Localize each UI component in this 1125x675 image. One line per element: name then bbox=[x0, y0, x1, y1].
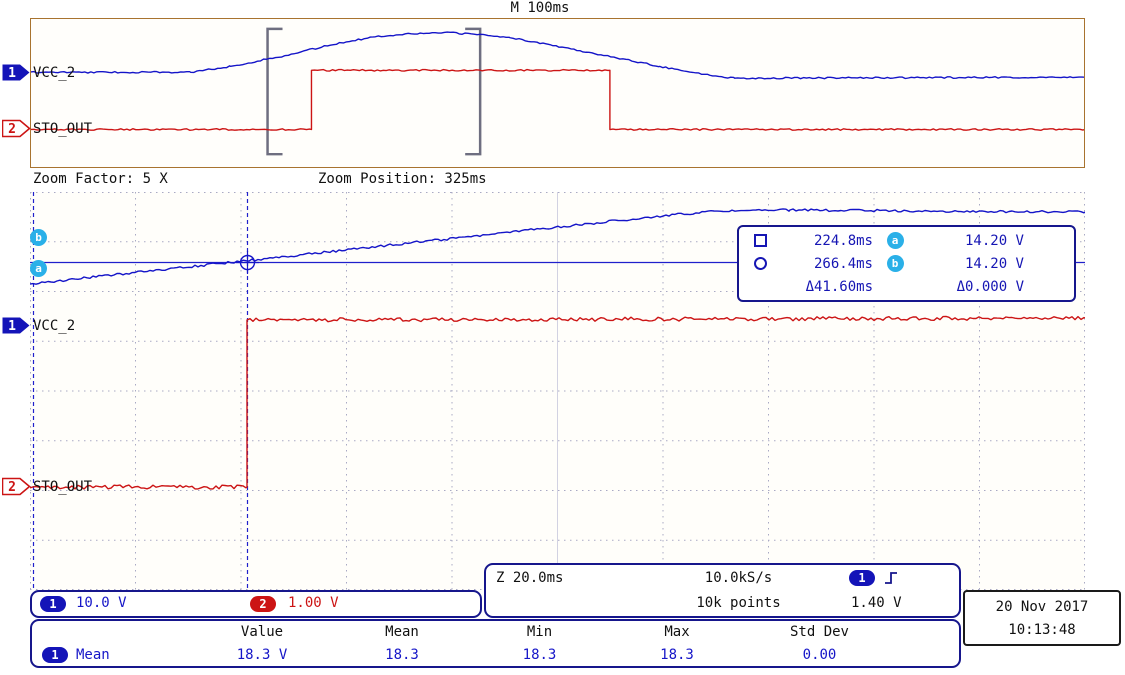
datetime-box: 20 Nov 2017 10:13:48 bbox=[963, 590, 1121, 646]
ch1-badge[interactable]: 1 bbox=[40, 596, 66, 612]
zoom-ch2-badge: 2 bbox=[2, 477, 31, 496]
measurement-row: 1 Mean 18.3 V 18.3 18.3 18.3 0.00 bbox=[32, 644, 959, 667]
zoom-factor-label: Zoom Factor: 5 X bbox=[33, 171, 168, 187]
zoom-ch1-label: VCC_2 bbox=[33, 318, 76, 334]
zoom-position-label: Zoom Position: 325ms bbox=[318, 171, 487, 187]
zoom-timebase: Z 20.0ms bbox=[496, 569, 564, 586]
overview-ch2-label: STO_OUT bbox=[33, 121, 93, 137]
time-label: 10:13:48 bbox=[1008, 622, 1076, 638]
acquisition-box: Z 20.0ms 10.0kS/s 1 10k points 1.40 V bbox=[484, 563, 961, 618]
channel-scale-bar: 1 10.0 V 2 1.00 V bbox=[30, 590, 482, 618]
ch1-scale: 10.0 V bbox=[76, 595, 127, 611]
overview-ch1-label: VCC_2 bbox=[33, 65, 76, 81]
cursor-circle-icon bbox=[753, 257, 767, 270]
cursor-readout-box: 224.8ms a 14.20 V 266.4ms b 14.20 V Δ41.… bbox=[737, 225, 1076, 302]
record-length: 10k points bbox=[696, 595, 781, 612]
ch2-badge[interactable]: 2 bbox=[250, 596, 276, 612]
overview-ch1-badge: 1 bbox=[2, 64, 30, 81]
trigger-slope-icon bbox=[885, 571, 897, 584]
zoom-bracket-right bbox=[465, 27, 482, 156]
measurement-stddev: 0.00 bbox=[802, 646, 837, 663]
measurement-value: 18.3 V bbox=[236, 646, 288, 663]
zoom-bracket-left bbox=[266, 27, 283, 156]
measurement-name: Mean bbox=[76, 646, 110, 663]
trigger-source-group: 1 bbox=[841, 569, 959, 587]
measurement-mean: 18.3 bbox=[385, 646, 419, 663]
header-mean: Mean bbox=[385, 624, 419, 641]
timebase-label: M 100ms bbox=[510, 0, 570, 16]
header-value: Value bbox=[240, 624, 284, 641]
header-max: Max bbox=[664, 624, 690, 641]
header-min: Min bbox=[526, 624, 553, 641]
date-label: 20 Nov 2017 bbox=[995, 599, 1089, 615]
cursor-delta-voltage: Δ0.000 V bbox=[956, 278, 1024, 295]
cursor-a-time: 224.8ms bbox=[813, 232, 873, 249]
header-stddev: Std Dev bbox=[789, 624, 849, 641]
measurement-max: 18.3 bbox=[660, 646, 694, 663]
measurement-min: 18.3 bbox=[522, 646, 557, 663]
zoom-ch1-trace bbox=[30, 208, 1085, 285]
cursor-b-voltage: 14.20 V bbox=[964, 255, 1024, 272]
svg-text:2: 2 bbox=[8, 480, 16, 495]
overview-ch2-trace bbox=[31, 68, 1084, 131]
measurement-ch-badge: 1 bbox=[42, 646, 68, 663]
zoom-ch2-trace bbox=[30, 315, 1085, 490]
overview-ch1-trace bbox=[31, 31, 1084, 80]
cursor-square-icon bbox=[753, 234, 767, 247]
zoom-ch2-label: STO_OUT bbox=[33, 479, 93, 495]
cursor-a-voltage: 14.20 V bbox=[964, 232, 1024, 249]
overview-panel bbox=[30, 18, 1085, 168]
cursor-readout-row-b: 266.4ms b 14.20 V bbox=[743, 252, 1070, 275]
trigger-level: 1.40 V bbox=[851, 595, 902, 612]
svg-text:2: 2 bbox=[8, 122, 16, 137]
cursor-delta-time: Δ41.60ms bbox=[805, 278, 873, 295]
sample-rate: 10.0kS/s bbox=[704, 569, 773, 586]
cursor-a-ref-badge: a bbox=[886, 232, 904, 249]
measurement-header-row: Value Mean Min Max Std Dev bbox=[32, 621, 959, 644]
svg-text:1: 1 bbox=[8, 66, 16, 81]
svg-text:1: 1 bbox=[8, 319, 16, 334]
cursor-readout-row-delta: Δ41.60ms Δ0.000 V bbox=[743, 275, 1070, 298]
ch2-scale: 1.00 V bbox=[288, 595, 339, 611]
measurement-table: Value Mean Min Max Std Dev 1 Mean 18.3 V… bbox=[30, 619, 961, 668]
overview-waveform-svg bbox=[31, 27, 1084, 156]
cursor-readout-row-a: 224.8ms a 14.20 V bbox=[743, 229, 1070, 252]
cursor-b-marker-badge[interactable]: b bbox=[30, 229, 47, 246]
cursor-b-time: 266.4ms bbox=[813, 255, 873, 272]
trigger-source-badge: 1 bbox=[849, 569, 875, 586]
cursor-a-marker-badge[interactable]: a bbox=[30, 260, 47, 277]
zoom-ch1-badge: 1 bbox=[2, 317, 30, 334]
cursor-b-ref-badge: b bbox=[886, 255, 904, 272]
overview-ch2-badge: 2 bbox=[2, 119, 31, 138]
